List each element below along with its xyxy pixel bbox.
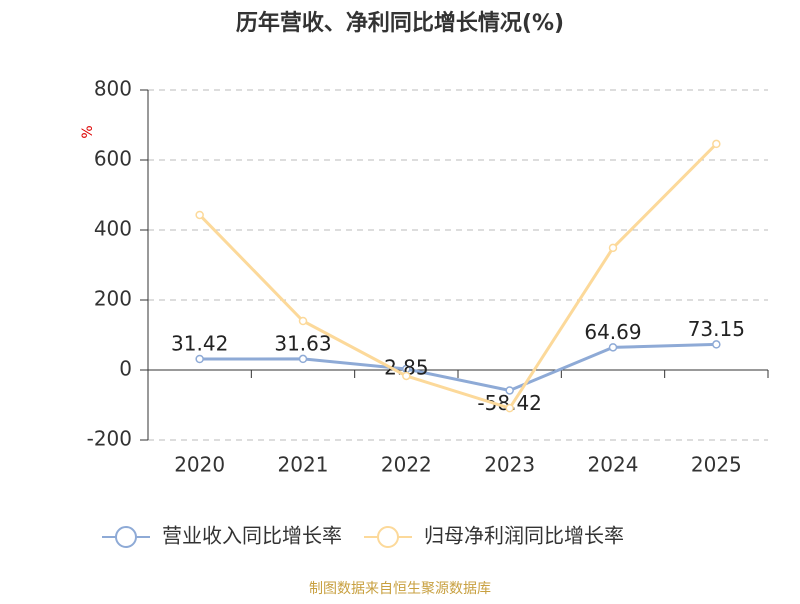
legend-label: 营业收入同比增长率	[162, 524, 342, 548]
data-point	[298, 316, 308, 326]
x-tick-label: 2020	[174, 453, 225, 477]
legend-label: 归母净利润同比增长率	[424, 524, 624, 548]
x-tick-label: 2025	[691, 453, 742, 477]
x-tick-label: 2022	[381, 453, 432, 477]
y-tick-label: 800	[94, 77, 132, 101]
y-tick-label: -200	[87, 427, 132, 451]
data-point	[298, 354, 308, 364]
x-tick-label: 2024	[588, 453, 639, 477]
data-label: 73.15	[688, 317, 745, 341]
source-note: 制图数据来自恒生聚源数据库	[309, 581, 491, 597]
data-point	[195, 354, 204, 364]
data-point	[505, 386, 514, 395]
data-point	[505, 403, 514, 413]
chart-title: 历年营收、净利同比增长情况(%)	[236, 10, 564, 36]
y-tick-label: 200	[94, 287, 132, 311]
data-point	[195, 210, 204, 220]
data-label: 64.69	[584, 320, 641, 344]
series-line	[199, 342, 717, 393]
data-point	[402, 371, 411, 381]
y-axis-label: %	[80, 125, 96, 138]
series-line	[198, 142, 718, 410]
legend-marker	[115, 526, 137, 548]
x-tick-label: 2021	[278, 453, 329, 477]
data-point	[608, 343, 618, 352]
data-point	[608, 243, 618, 253]
data-point	[712, 139, 721, 149]
y-tick-label: 0	[119, 357, 132, 381]
data-label: 31.63	[274, 331, 331, 355]
legend-marker	[377, 526, 399, 548]
x-tick-label: 2023	[484, 453, 535, 477]
data-label: 31.42	[171, 332, 228, 356]
y-tick-label: 400	[94, 217, 132, 241]
y-tick-label: 600	[94, 147, 132, 171]
data-point	[712, 340, 721, 349]
